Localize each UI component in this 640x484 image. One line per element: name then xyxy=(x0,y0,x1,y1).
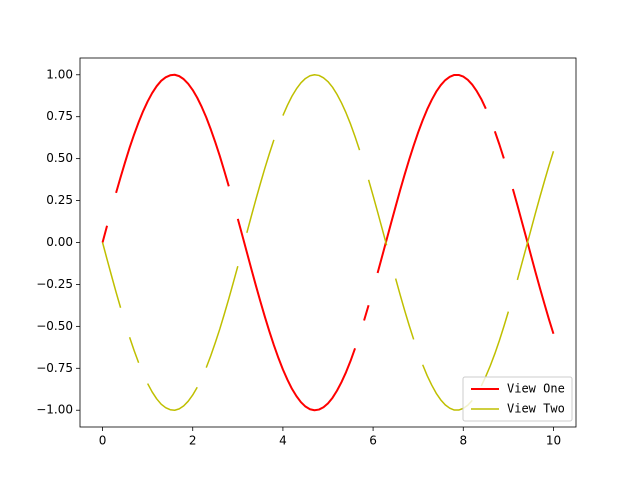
legend-label: View Two xyxy=(507,402,565,416)
x-tick-label: 0 xyxy=(99,434,107,448)
y-tick-label: 0.75 xyxy=(46,109,73,123)
x-tick-label: 10 xyxy=(546,434,561,448)
y-tick-label: −0.25 xyxy=(36,277,73,291)
y-tick-label: −0.75 xyxy=(36,361,73,375)
x-tick-label: 8 xyxy=(459,434,467,448)
y-tick-label: 0.00 xyxy=(46,235,73,249)
y-tick-label: −1.00 xyxy=(36,403,73,417)
plot-frame xyxy=(79,57,577,428)
x-tick-label: 4 xyxy=(279,434,287,448)
x-tick-label: 2 xyxy=(189,434,197,448)
y-tick-label: 0.50 xyxy=(46,151,73,165)
y-tick-label: −0.50 xyxy=(36,319,73,333)
legend: View One View Two xyxy=(462,376,573,422)
x-tick-label: 6 xyxy=(369,434,377,448)
y-tick-label: 0.25 xyxy=(46,193,73,207)
y-tick-label: 1.00 xyxy=(46,67,73,81)
series-line xyxy=(101,74,555,411)
series-line xyxy=(101,73,555,412)
legend-label: View One xyxy=(507,382,565,396)
